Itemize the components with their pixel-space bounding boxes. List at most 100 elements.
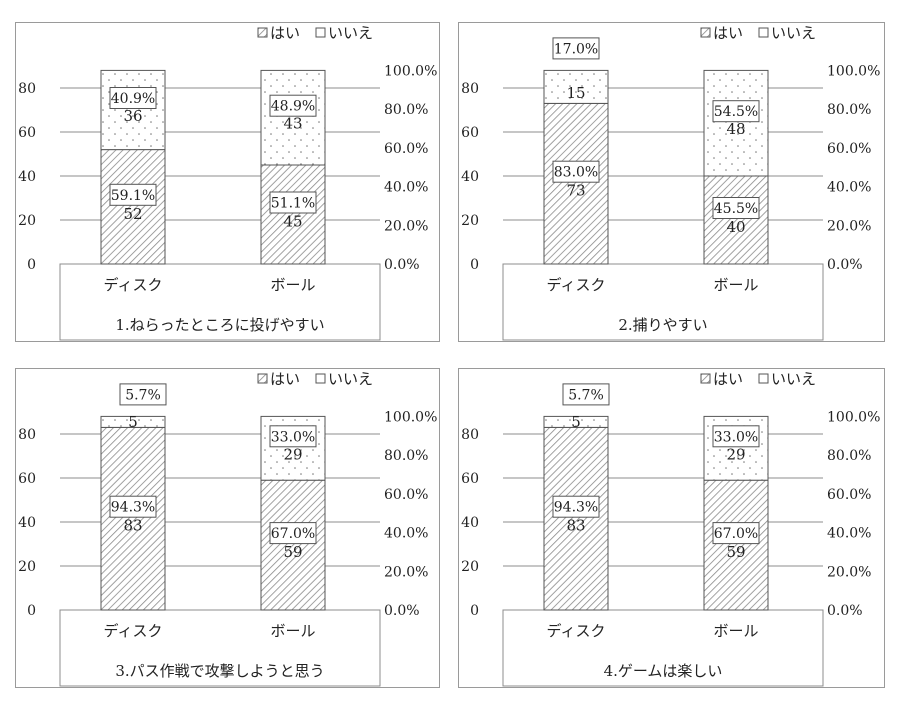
chart-4: 0 20 40 60 80 0.0% 20.0% 40.0% 60.0% 80.0% 100.0% 8… bbox=[461, 370, 880, 687]
data-label-yes-count: 83 bbox=[123, 517, 142, 535]
legend-swatch-no bbox=[315, 27, 326, 38]
chart-panel-2: 0 20 40 60 80 0.0% 20.0% 40.0% 60.0% 80.0% 100.0% 7… bbox=[458, 22, 885, 342]
legend-label-yes: はい bbox=[270, 370, 300, 388]
data-label-no-percent: 5.7% bbox=[125, 387, 161, 403]
legend-label-yes: はい bbox=[713, 370, 743, 388]
data-label-no-percent: 33.0% bbox=[714, 429, 758, 445]
bar-yes bbox=[260, 479, 326, 611]
y2-tick-label: 0.0% bbox=[827, 603, 863, 619]
y2-tick-label: 0.0% bbox=[384, 603, 420, 619]
category-label: ディスク bbox=[104, 276, 163, 294]
y-tick-label: 80 bbox=[461, 81, 479, 97]
data-label-yes-percent-box bbox=[109, 183, 157, 206]
data-label-yes-percent: 67.0% bbox=[714, 526, 758, 542]
data-label-no-percent: 5.7% bbox=[568, 387, 604, 403]
legend-swatch-yes bbox=[257, 373, 268, 384]
data-label-yes-percent: 59.1% bbox=[111, 188, 155, 204]
y2-tick-label: 100.0% bbox=[384, 409, 437, 425]
data-label-no-percent: 54.5% bbox=[714, 104, 758, 120]
y-tick-label: 20 bbox=[461, 213, 479, 229]
chart-title: 1.ねらったところに投げやすい bbox=[115, 316, 324, 334]
legend-label-no: いいえ bbox=[771, 24, 816, 42]
y2-tick-label: 60.0% bbox=[827, 487, 871, 503]
bar-yes bbox=[543, 426, 609, 611]
bar-yes bbox=[260, 164, 326, 265]
legend-swatch-yes bbox=[700, 373, 711, 384]
data-label-yes-percent: 67.0% bbox=[271, 526, 315, 542]
data-label-no-count: 5 bbox=[571, 413, 581, 431]
y-tick-label: 80 bbox=[18, 427, 36, 443]
data-label-yes-count: 59 bbox=[726, 543, 745, 561]
y-tick-label: 40 bbox=[461, 169, 479, 185]
y-tick-label: 60 bbox=[18, 471, 36, 487]
bar-yes bbox=[703, 175, 769, 265]
data-label-no-percent: 48.9% bbox=[271, 99, 315, 115]
category-label: ディスク bbox=[104, 622, 163, 640]
category-axis-box bbox=[59, 609, 381, 687]
category-label: ディスク bbox=[547, 622, 606, 640]
y-tick-label: 40 bbox=[18, 169, 36, 185]
y2-tick-label: 20.0% bbox=[827, 564, 871, 580]
y2-tick-label: 80.0% bbox=[384, 448, 428, 464]
y2-tick-label: 40.0% bbox=[827, 526, 871, 542]
chart-title: 4.ゲームは楽しい bbox=[604, 662, 723, 680]
data-label-yes-percent-box bbox=[269, 522, 317, 545]
y2-tick-label: 20.0% bbox=[384, 218, 428, 234]
y2-tick-label: 80.0% bbox=[384, 102, 428, 118]
data-label-no-count: 29 bbox=[726, 445, 745, 463]
data-label-yes-percent-box bbox=[552, 160, 600, 183]
y-tick-label: 60 bbox=[461, 471, 479, 487]
bar-no bbox=[543, 415, 609, 428]
category-axis-box bbox=[502, 609, 824, 687]
chart-panel-1: 0 20 40 60 80 0.0% 20.0% 40.0% 60.0% 80.0% 100.0% 5… bbox=[15, 22, 440, 342]
data-label-no-percent-box bbox=[712, 100, 760, 123]
data-label-no-percent-box bbox=[562, 383, 610, 406]
category-label: ディスク bbox=[547, 276, 606, 294]
bar-yes bbox=[100, 426, 166, 611]
data-label-yes-percent-box bbox=[712, 522, 760, 545]
y-tick-label: 0 bbox=[27, 257, 36, 273]
bar-no bbox=[703, 69, 769, 177]
bar-yes bbox=[543, 102, 609, 265]
y-tick-label: 80 bbox=[461, 427, 479, 443]
data-label-yes-count: 45 bbox=[283, 213, 302, 231]
y2-tick-label: 80.0% bbox=[827, 448, 871, 464]
data-label-yes-count: 59 bbox=[283, 543, 302, 561]
data-label-no-percent: 33.0% bbox=[271, 429, 315, 445]
data-label-no-percent-box bbox=[109, 87, 157, 109]
data-label-yes-percent: 94.3% bbox=[554, 500, 598, 516]
chart-3: 0 20 40 60 80 0.0% 20.0% 40.0% 60.0% 80.0% 100.0% 8… bbox=[18, 370, 437, 687]
y2-tick-label: 100.0% bbox=[384, 63, 437, 79]
data-label-yes-count: 73 bbox=[566, 182, 585, 200]
data-label-yes-percent-box bbox=[109, 495, 157, 518]
y2-tick-label: 100.0% bbox=[827, 409, 880, 425]
data-label-yes-percent-box bbox=[552, 495, 600, 518]
data-label-yes-percent: 94.3% bbox=[111, 500, 155, 516]
category-axis-box bbox=[59, 263, 381, 341]
data-label-yes-percent-box bbox=[269, 191, 317, 214]
y2-tick-label: 20.0% bbox=[827, 218, 871, 234]
data-label-yes-count: 40 bbox=[726, 218, 745, 236]
y2-tick-label: 40.0% bbox=[384, 526, 428, 542]
legend-swatch-yes bbox=[257, 27, 268, 38]
y2-tick-label: 0.0% bbox=[384, 257, 420, 273]
data-label-yes-percent: 83.0% bbox=[554, 165, 598, 181]
category-label: ボール bbox=[713, 622, 758, 640]
data-label-no-percent: 40.9% bbox=[111, 91, 155, 107]
data-label-no-percent-box bbox=[119, 383, 167, 406]
data-label-no-count: 15 bbox=[566, 84, 585, 102]
data-label-no-count: 29 bbox=[283, 445, 302, 463]
y2-tick-label: 20.0% bbox=[384, 564, 428, 580]
y-tick-label: 0 bbox=[470, 603, 479, 619]
bar-no bbox=[543, 69, 609, 104]
legend-label-yes: はい bbox=[270, 24, 300, 42]
y-tick-label: 0 bbox=[470, 257, 479, 273]
data-label-yes-percent: 45.5% bbox=[714, 201, 758, 217]
chart-title: 2.捕りやすい bbox=[618, 316, 707, 334]
legend-label-no: いいえ bbox=[328, 370, 373, 388]
y2-tick-label: 60.0% bbox=[384, 141, 428, 157]
chart-2: 0 20 40 60 80 0.0% 20.0% 40.0% 60.0% 80.0% 100.0% 7… bbox=[461, 24, 880, 341]
legend-swatch-no bbox=[315, 373, 326, 384]
category-label: ボール bbox=[270, 622, 315, 640]
y-tick-label: 40 bbox=[461, 515, 479, 531]
